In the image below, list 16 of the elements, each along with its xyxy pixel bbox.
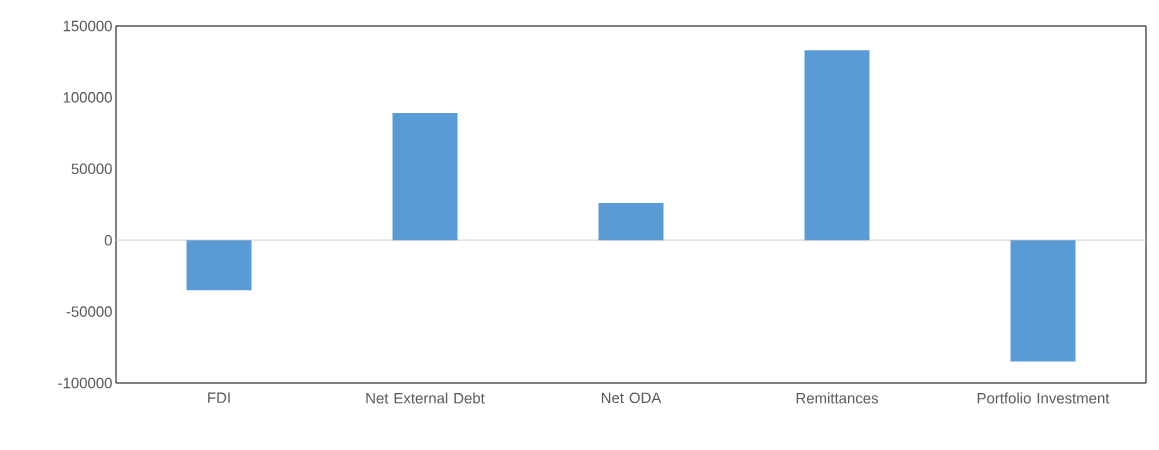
bar (186, 240, 252, 291)
y-tick-label: -100000 (58, 377, 112, 389)
y-tick-label: 100000 (63, 92, 112, 103)
y-tick-label: 50000 (71, 163, 112, 175)
x-tick-label: FDI (208, 392, 230, 403)
y-tick-label: -50000 (66, 306, 112, 317)
x-tick-label: Net ODA (601, 392, 662, 404)
x-tick-label: Net External Debt (366, 392, 485, 404)
bar (804, 50, 870, 241)
bar (1010, 240, 1076, 362)
x-tick-label: Portfolio Investment (977, 392, 1110, 404)
x-tick-label: Remittances (796, 392, 878, 404)
y-tick-label: 0 (104, 234, 112, 246)
bar (598, 203, 664, 241)
bar (392, 113, 458, 241)
y-tick-label: 150000 (63, 20, 112, 32)
